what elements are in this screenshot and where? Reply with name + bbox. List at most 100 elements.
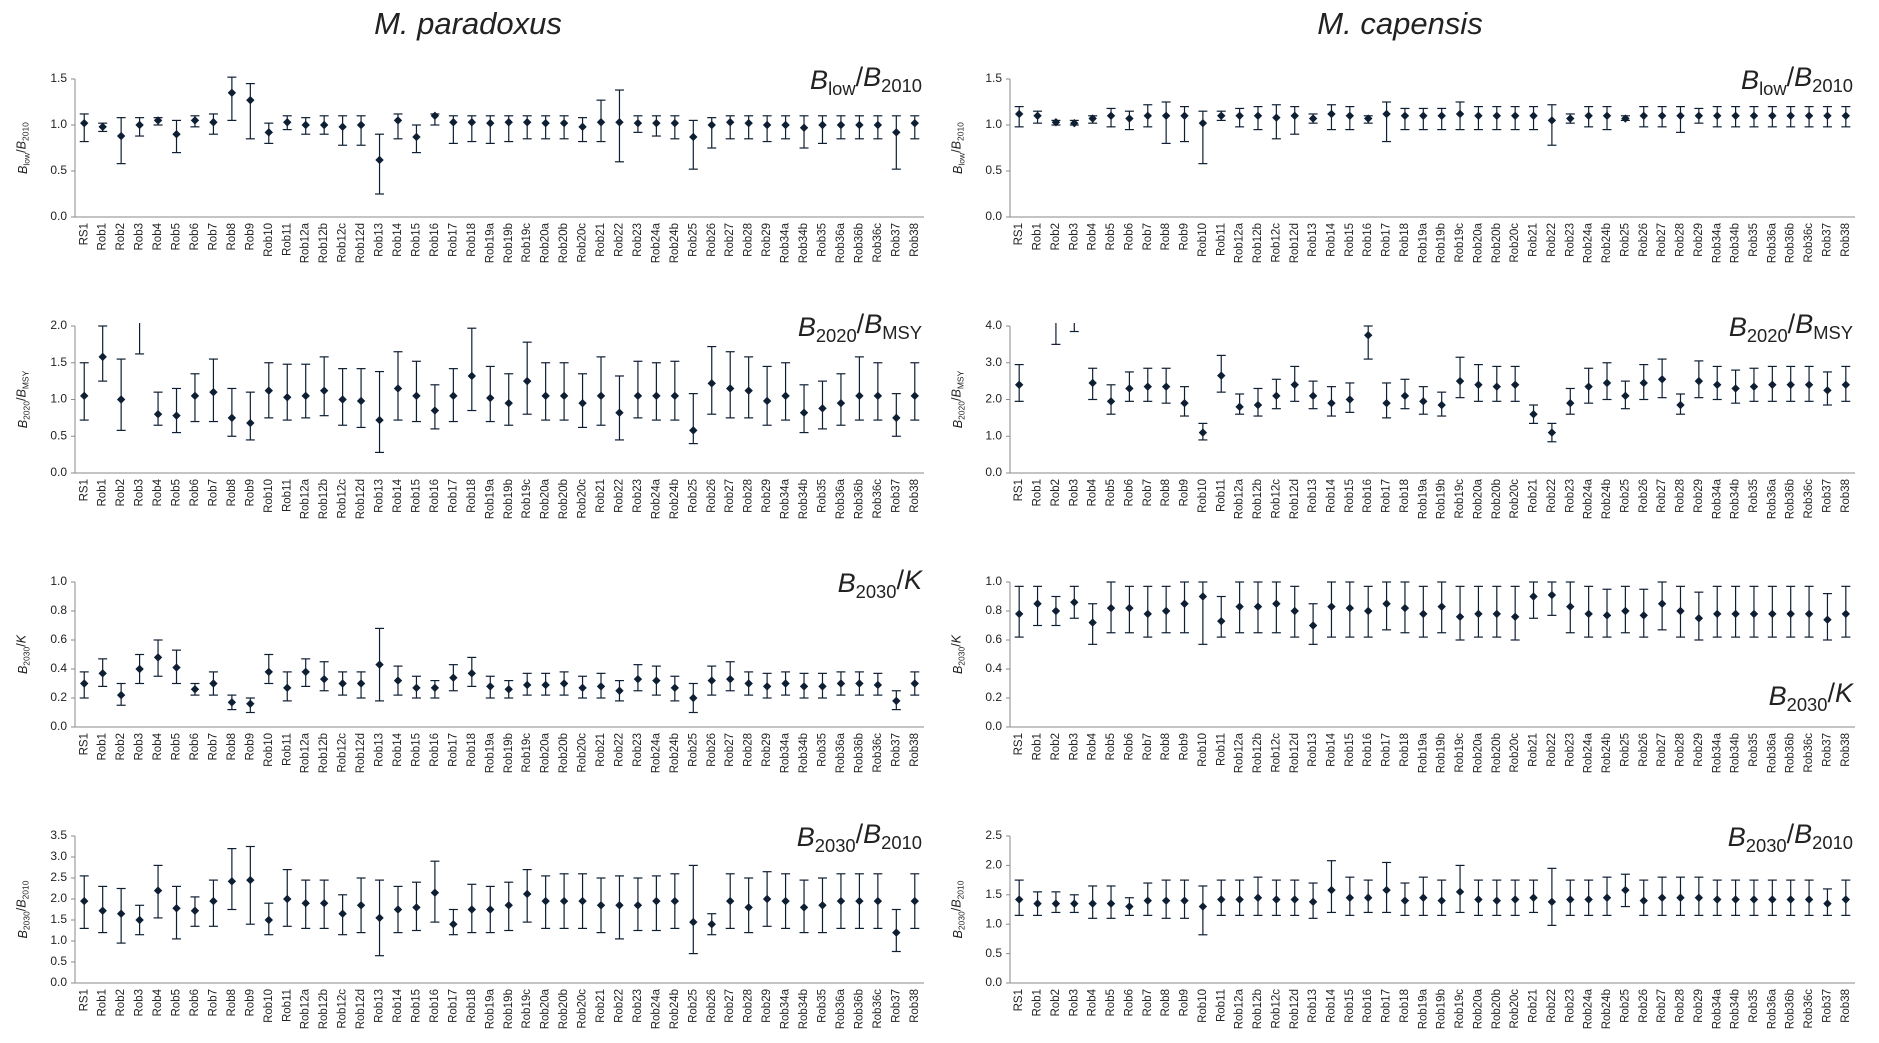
error-bar xyxy=(153,391,163,426)
point xyxy=(818,120,827,130)
point xyxy=(522,889,532,899)
x-tick-label: Rob4 xyxy=(1087,222,1099,250)
x-tick-label: Rob17 xyxy=(447,989,459,1023)
x-tick-label: Rob7 xyxy=(1142,733,1154,761)
x-tick-label: Rob13 xyxy=(1307,223,1319,257)
point xyxy=(578,896,587,906)
error-bar xyxy=(614,375,624,441)
x-tick-label: Rob21 xyxy=(1528,989,1540,1023)
point xyxy=(1051,606,1061,616)
x-tick-label: Rob34b xyxy=(798,989,810,1029)
point xyxy=(1437,602,1446,611)
x-tick-label: Rob36c xyxy=(1803,223,1815,263)
x-tick-label: Rob38 xyxy=(909,223,921,257)
x-tick-label: Rob19b xyxy=(1436,989,1448,1029)
point xyxy=(319,674,329,684)
x-tick-label: Rob22 xyxy=(1546,733,1558,767)
x-tick-label: RS1 xyxy=(78,733,90,755)
point xyxy=(153,653,163,662)
point xyxy=(1713,380,1722,389)
point xyxy=(1198,118,1208,128)
x-tick-label: Rob24a xyxy=(650,732,662,773)
y-tick-label: 3.5 xyxy=(50,828,67,842)
point xyxy=(633,674,643,684)
x-tick-label: Rob21 xyxy=(595,223,607,257)
point xyxy=(670,391,680,401)
x-tick-label: Rob14 xyxy=(392,732,404,766)
x-tick-label: Rob34b xyxy=(1730,223,1742,263)
x-tick-label: Rob14 xyxy=(1325,222,1337,256)
x-tick-label: Rob36b xyxy=(1785,479,1797,519)
x-tick-label: Rob23 xyxy=(632,223,644,257)
point xyxy=(1731,609,1740,619)
point xyxy=(504,118,513,127)
x-tick-label: Rob20b xyxy=(1491,989,1503,1029)
x-tick-label: Rob20c xyxy=(1509,479,1521,519)
x-tick-label: Rob10 xyxy=(1197,479,1209,513)
x-tick-label: Rob9 xyxy=(244,989,256,1017)
x-tick-label: Rob27 xyxy=(1656,733,1668,767)
panel-title-part: B xyxy=(863,62,881,92)
point xyxy=(892,928,901,937)
error-bar xyxy=(541,362,551,421)
x-tick-label: Rob16 xyxy=(429,733,441,767)
point xyxy=(1804,111,1814,120)
y-axis-label-part: 2010 xyxy=(955,880,965,899)
x-tick-label: Rob8 xyxy=(226,479,238,507)
x-tick-label: Rob10 xyxy=(1197,989,1209,1023)
x-tick-label: Rob24b xyxy=(1601,989,1613,1029)
x-tick-label: Rob12c xyxy=(1270,989,1282,1029)
point xyxy=(1070,899,1079,908)
point xyxy=(1731,895,1740,904)
x-tick-label: Rob36c xyxy=(872,733,884,773)
y-axis-label-part: 2030 xyxy=(957,647,967,666)
point xyxy=(1253,893,1263,902)
x-tick-label: Rob7 xyxy=(1142,989,1154,1017)
x-tick-label: Rob38 xyxy=(1840,989,1852,1023)
x-tick-label: Rob12c xyxy=(337,479,349,519)
point xyxy=(153,886,163,895)
point xyxy=(836,896,846,906)
x-tick-label: Rob10 xyxy=(263,479,275,513)
x-tick-label: Rob2 xyxy=(115,223,127,251)
point xyxy=(1290,606,1299,616)
point xyxy=(1639,896,1648,905)
x-tick-label: Rob10 xyxy=(1197,733,1209,767)
point xyxy=(356,679,366,688)
point xyxy=(762,396,772,406)
y-tick-label: 3.0 xyxy=(985,355,1002,369)
error-bar xyxy=(559,362,569,421)
point xyxy=(1841,111,1851,120)
error-bar xyxy=(633,360,643,419)
x-tick-label: Rob36b xyxy=(853,223,865,263)
point xyxy=(98,352,107,362)
point xyxy=(1051,899,1061,908)
point xyxy=(135,120,144,130)
y-axis-label-part: B xyxy=(15,389,29,397)
point xyxy=(1419,111,1428,120)
y-tick-label: 1.5 xyxy=(50,355,67,369)
point xyxy=(578,683,587,693)
y-tick-label: 1.5 xyxy=(50,71,67,85)
y-tick-label: 2.5 xyxy=(50,870,67,884)
x-tick-label: Rob8 xyxy=(1160,989,1172,1017)
x-tick-label: Rob12d xyxy=(1289,479,1301,519)
point xyxy=(1327,398,1336,408)
point xyxy=(1033,111,1042,120)
point xyxy=(1014,380,1024,389)
y-tick-label: 3.0 xyxy=(50,849,67,863)
point xyxy=(1694,376,1704,386)
x-tick-label: Rob19a xyxy=(484,222,496,263)
y-tick-label: 1.0 xyxy=(50,392,67,406)
y-tick-label: 1.0 xyxy=(50,933,67,947)
x-tick-label: Rob36a xyxy=(1766,988,1778,1029)
x-tick-label: Rob35 xyxy=(1748,733,1760,767)
x-tick-label: Rob9 xyxy=(244,223,256,251)
x-tick-label: Rob21 xyxy=(595,479,607,513)
x-tick-label: Rob14 xyxy=(1325,988,1337,1022)
x-tick-label: Rob19a xyxy=(1417,732,1429,773)
panel-title-part: B xyxy=(798,312,816,342)
x-tick-label: Rob20b xyxy=(558,989,570,1029)
y-axis-label-part: B xyxy=(16,666,30,674)
point xyxy=(910,679,919,688)
